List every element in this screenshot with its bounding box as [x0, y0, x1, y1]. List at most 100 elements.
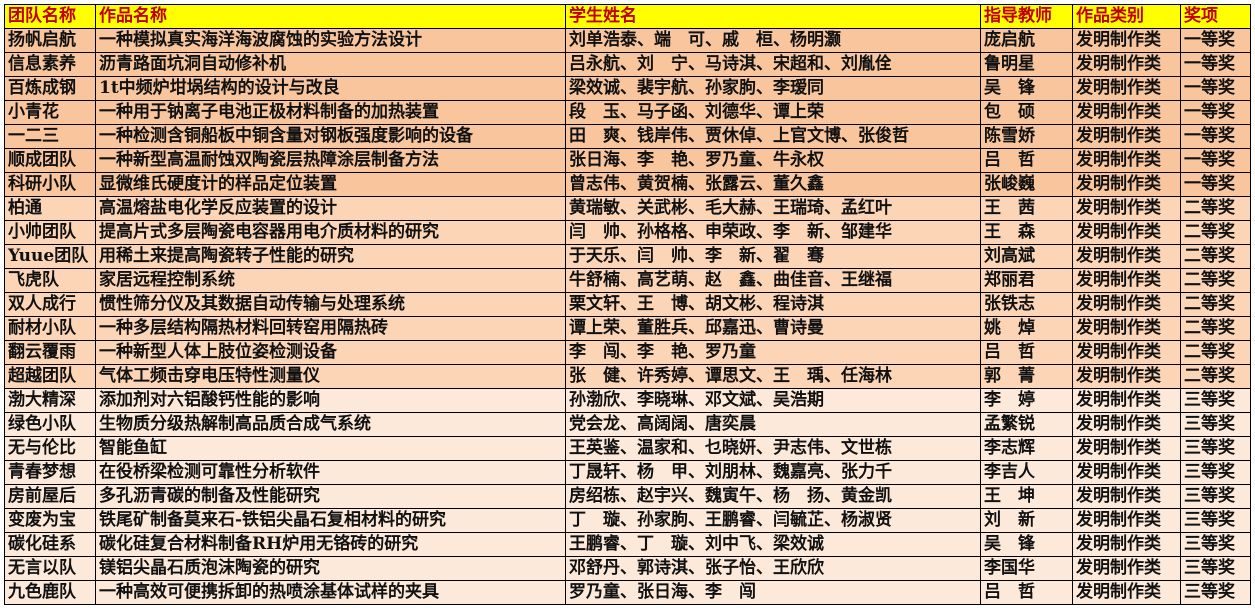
cell-category[interactable]: 发明制作类	[1072, 196, 1181, 221]
cell-advisor[interactable]: 包 硕	[980, 100, 1073, 125]
cell-category[interactable]: 发明制作类	[1072, 436, 1181, 461]
cell-advisor[interactable]: 吴 锋	[980, 76, 1073, 101]
cell-advisor[interactable]: 王 茜	[980, 196, 1073, 221]
cell-advisor[interactable]: 郭 菁	[980, 364, 1073, 389]
cell-category[interactable]: 发明制作类	[1072, 460, 1181, 485]
cell-work-name[interactable]: 惯性筛分仪及其数据自动传输与处理系统	[95, 292, 566, 317]
cell-award[interactable]: 二等奖	[1180, 196, 1251, 221]
cell-team-name[interactable]: 柏通	[4, 196, 96, 221]
cell-student-names[interactable]: 刘单浩泰、端 可、戚 桓、杨明灏	[565, 28, 981, 53]
cell-team-name[interactable]: 双人成行	[4, 292, 96, 317]
cell-category[interactable]: 发明制作类	[1072, 532, 1181, 557]
cell-advisor[interactable]: 吕 哲	[980, 148, 1073, 173]
cell-advisor[interactable]: 郑丽君	[980, 268, 1073, 293]
cell-work-name[interactable]: 一种用于钠离子电池正极材料制备的加热装置	[95, 100, 566, 125]
cell-student-names[interactable]: 张 健、许秀婷、谭思文、王 瑀、任海林	[565, 364, 981, 389]
cell-team-name[interactable]: 百炼成钢	[4, 76, 96, 101]
cell-student-names[interactable]: 于天乐、闫 帅、李 新、翟 骞	[565, 244, 981, 269]
cell-work-name[interactable]: 添加剂对六铝酸钙性能的影响	[95, 388, 566, 413]
cell-student-names[interactable]: 党会龙、高阔阔、唐奕晨	[565, 412, 981, 437]
cell-student-names[interactable]: 牛舒楠、高艺萌、赵 鑫、曲佳音、王继福	[565, 268, 981, 293]
cell-work-name[interactable]: 气体工频击穿电压特性测量仪	[95, 364, 566, 389]
cell-award[interactable]: 一等奖	[1180, 28, 1251, 53]
cell-team-name[interactable]: 一二三	[4, 124, 96, 149]
cell-team-name[interactable]: 科研小队	[4, 172, 96, 197]
cell-award[interactable]: 一等奖	[1180, 76, 1251, 101]
cell-team-name[interactable]: 耐材小队	[4, 316, 96, 341]
cell-advisor[interactable]: 鲁明星	[980, 52, 1073, 77]
cell-work-name[interactable]: 碳化硅复合材料制备RH炉用无铬砖的研究	[95, 532, 566, 557]
cell-award[interactable]: 二等奖	[1180, 244, 1251, 269]
cell-team-name[interactable]: 无与伦比	[4, 436, 96, 461]
cell-award[interactable]: 三等奖	[1180, 412, 1251, 437]
cell-student-names[interactable]: 闫 帅、孙格格、申荣政、李 新、邹建华	[565, 220, 981, 245]
cell-team-name[interactable]: 九色鹿队	[4, 580, 96, 605]
cell-advisor[interactable]: 吕 哲	[980, 580, 1073, 605]
cell-award[interactable]: 二等奖	[1180, 292, 1251, 317]
cell-category[interactable]: 发明制作类	[1072, 580, 1181, 605]
cell-category[interactable]: 发明制作类	[1072, 412, 1181, 437]
cell-work-name[interactable]: 1t中频炉坩埚结构的设计与改良	[95, 76, 566, 101]
cell-advisor[interactable]: 陈雪娇	[980, 124, 1073, 149]
cell-student-names[interactable]: 曾志伟、黄贺楠、张露云、董久鑫	[565, 172, 981, 197]
cell-team-name[interactable]: Yuue团队	[4, 244, 96, 269]
cell-award[interactable]: 二等奖	[1180, 316, 1251, 341]
cell-advisor[interactable]: 庞启航	[980, 28, 1073, 53]
cell-work-name[interactable]: 镁铝尖晶石质泡沫陶瓷的研究	[95, 556, 566, 581]
cell-team-name[interactable]: 变废为宝	[4, 508, 96, 533]
cell-award[interactable]: 二等奖	[1180, 220, 1251, 245]
header-advisor[interactable]: 指导教师	[980, 4, 1073, 29]
cell-work-name[interactable]: 高温熔盐电化学反应装置的设计	[95, 196, 566, 221]
cell-advisor[interactable]: 刘高斌	[980, 244, 1073, 269]
cell-advisor[interactable]: 王 森	[980, 220, 1073, 245]
cell-advisor[interactable]: 李国华	[980, 556, 1073, 581]
cell-category[interactable]: 发明制作类	[1072, 52, 1181, 77]
cell-student-names[interactable]: 李 闯、李 艳、罗乃童	[565, 340, 981, 365]
cell-award[interactable]: 三等奖	[1180, 532, 1251, 557]
cell-category[interactable]: 发明制作类	[1072, 292, 1181, 317]
cell-category[interactable]: 发明制作类	[1072, 100, 1181, 125]
cell-category[interactable]: 发明制作类	[1072, 124, 1181, 149]
cell-student-names[interactable]: 栗文轩、王 博、胡文彬、程诗淇	[565, 292, 981, 317]
cell-advisor[interactable]: 刘 新	[980, 508, 1073, 533]
header-student-names[interactable]: 学生姓名	[565, 4, 981, 29]
cell-category[interactable]: 发明制作类	[1072, 76, 1181, 101]
header-team-name[interactable]: 团队名称	[4, 4, 96, 29]
cell-advisor[interactable]: 王 坤	[980, 484, 1073, 509]
cell-student-names[interactable]: 丁晟轩、杨 甲、刘朋林、魏嘉亮、张力千	[565, 460, 981, 485]
cell-student-names[interactable]: 房绍栋、赵宇兴、魏寅午、杨 扬、黄金凯	[565, 484, 981, 509]
cell-student-names[interactable]: 邓舒丹、郭诗淇、张子怡、王欣欣	[565, 556, 981, 581]
cell-category[interactable]: 发明制作类	[1072, 28, 1181, 53]
cell-award[interactable]: 三等奖	[1180, 484, 1251, 509]
cell-student-names[interactable]: 段 玉、马子函、刘德华、谭上荣	[565, 100, 981, 125]
cell-student-names[interactable]: 吕永航、刘 宁、马诗淇、宋超和、刘胤佺	[565, 52, 981, 77]
cell-advisor[interactable]: 孟繁锐	[980, 412, 1073, 437]
cell-work-name[interactable]: 用稀土来提高陶瓷转子性能的研究	[95, 244, 566, 269]
cell-work-name[interactable]: 在役桥梁检测可靠性分析软件	[95, 460, 566, 485]
cell-category[interactable]: 发明制作类	[1072, 172, 1181, 197]
cell-work-name[interactable]: 一种多层结构隔热材料回转窑用隔热砖	[95, 316, 566, 341]
cell-student-names[interactable]: 谭上荣、董胜兵、邱嘉迅、曹诗曼	[565, 316, 981, 341]
cell-advisor[interactable]: 姚 焯	[980, 316, 1073, 341]
cell-advisor[interactable]: 吕 哲	[980, 340, 1073, 365]
cell-award[interactable]: 一等奖	[1180, 172, 1251, 197]
cell-category[interactable]: 发明制作类	[1072, 508, 1181, 533]
cell-student-names[interactable]: 梁效诚、裴宇航、孙家朐、李瑷同	[565, 76, 981, 101]
cell-work-name[interactable]: 提高片式多层陶瓷电容器用电介质材料的研究	[95, 220, 566, 245]
header-award[interactable]: 奖项	[1180, 4, 1251, 29]
cell-team-name[interactable]: 超越团队	[4, 364, 96, 389]
cell-student-names[interactable]: 黄瑞敏、关武彬、毛大赫、王瑞琦、孟红叶	[565, 196, 981, 221]
cell-team-name[interactable]: 绿色小队	[4, 412, 96, 437]
cell-team-name[interactable]: 碳化硅系	[4, 532, 96, 557]
cell-student-names[interactable]: 王鹏睿、丁 璇、刘中飞、梁效诚	[565, 532, 981, 557]
cell-work-name[interactable]: 家居远程控制系统	[95, 268, 566, 293]
cell-award[interactable]: 三等奖	[1180, 436, 1251, 461]
cell-team-name[interactable]: 小帅团队	[4, 220, 96, 245]
cell-team-name[interactable]: 翻云覆雨	[4, 340, 96, 365]
cell-team-name[interactable]: 青春梦想	[4, 460, 96, 485]
cell-work-name[interactable]: 铁尾矿制备莫来石-铁铝尖晶石复相材料的研究	[95, 508, 566, 533]
cell-student-names[interactable]: 张日海、李 艳、罗乃童、牛永权	[565, 148, 981, 173]
cell-category[interactable]: 发明制作类	[1072, 244, 1181, 269]
cell-work-name[interactable]: 一种高效可便携拆卸的热喷涂基体试样的夹具	[95, 580, 566, 605]
cell-work-name[interactable]: 一种检测含铜船板中铜含量对钢板强度影响的设备	[95, 124, 566, 149]
